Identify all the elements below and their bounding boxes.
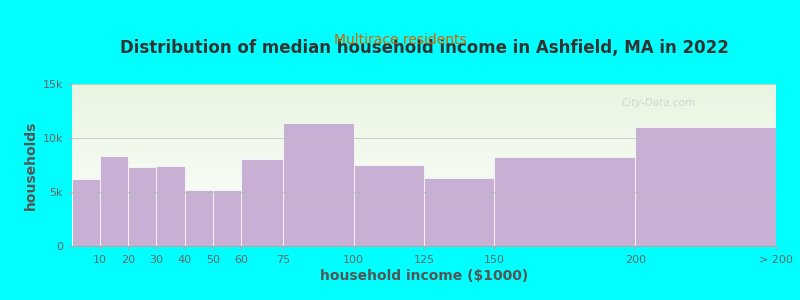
Bar	[494, 158, 635, 246]
Bar	[424, 178, 494, 246]
Bar	[157, 166, 185, 246]
Bar	[72, 179, 100, 246]
Bar	[185, 190, 213, 246]
Bar	[283, 123, 354, 246]
Bar	[354, 165, 424, 246]
Bar	[100, 156, 128, 246]
Bar	[128, 167, 157, 246]
Bar	[213, 190, 241, 246]
X-axis label: household income ($1000): household income ($1000)	[320, 269, 528, 283]
Text: City-Data.com: City-Data.com	[621, 98, 695, 108]
Title: Distribution of median household income in Ashfield, MA in 2022: Distribution of median household income …	[119, 39, 729, 57]
Y-axis label: households: households	[24, 120, 38, 210]
Text: Multirace residents: Multirace residents	[334, 34, 466, 47]
Bar	[635, 127, 776, 246]
Bar	[241, 158, 283, 246]
